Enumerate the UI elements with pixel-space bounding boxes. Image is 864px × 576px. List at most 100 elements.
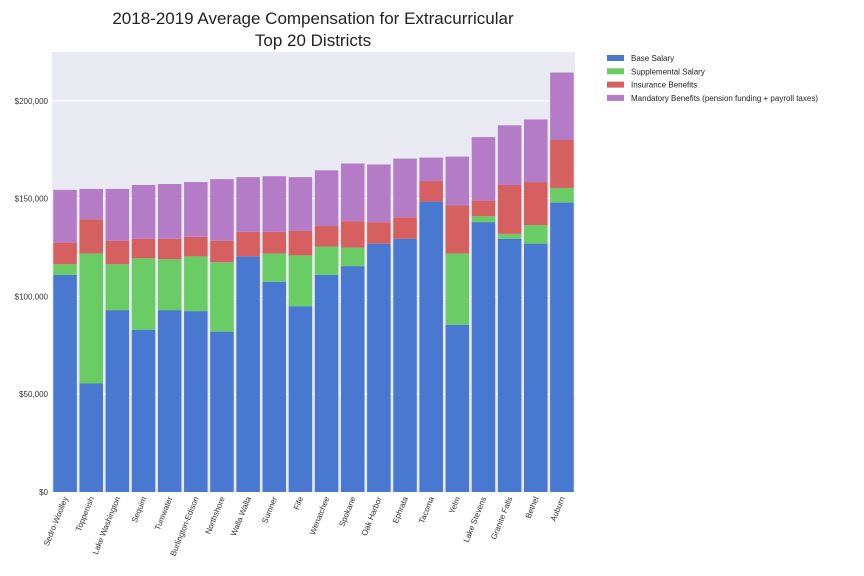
- bar-segment: [184, 311, 208, 492]
- bar-segment: [497, 125, 522, 185]
- bar-segment: [550, 187, 574, 203]
- x-tick-label: Yelm: [447, 495, 462, 515]
- bars: [53, 72, 574, 493]
- x-tick-label: Oak Harbor: [360, 495, 384, 537]
- bar-segment: [262, 253, 287, 282]
- bar-segment: [105, 310, 130, 492]
- bar-segment: [105, 264, 130, 311]
- bar-segment: [445, 205, 470, 254]
- bar-segment: [157, 259, 182, 311]
- legend-swatch: [607, 68, 624, 75]
- bar-segment: [79, 253, 103, 384]
- bar-segment: [105, 240, 130, 265]
- bar-segment: [367, 243, 391, 492]
- chart-title-line1: 2018-2019 Average Compensation for Extra…: [112, 9, 514, 28]
- x-tick-label: Auburn: [549, 495, 567, 522]
- bar-segment: [184, 256, 208, 312]
- bar-segment: [53, 264, 77, 275]
- plot-area: [52, 52, 575, 492]
- bar-segment: [262, 176, 287, 232]
- x-tick-label: Tumwater: [153, 495, 175, 531]
- bar-segment: [53, 189, 77, 243]
- bar-segment: [184, 182, 208, 237]
- x-tick-label: Granite Falls: [489, 495, 514, 540]
- bar-segment: [157, 238, 182, 260]
- bar-segment: [524, 225, 548, 244]
- bar-segment: [497, 238, 522, 492]
- bar-segment: [550, 72, 574, 140]
- legend-entry: Insurance Benefits: [631, 81, 697, 90]
- bar-segment: [210, 179, 234, 241]
- x-tick-label: Wenatchee: [308, 495, 332, 536]
- x-tick-label: Sequim: [130, 495, 149, 524]
- bar-segment: [340, 266, 365, 492]
- bar-segment: [131, 329, 156, 492]
- x-tick-label: Sedro-Woolley: [42, 495, 70, 547]
- legend-swatch: [607, 55, 624, 61]
- bar-segment: [419, 157, 443, 182]
- x-tick-label: Toppenish: [74, 495, 96, 532]
- bar-segment: [367, 164, 391, 223]
- legend-entry: Supplemental Salary: [631, 67, 705, 76]
- y-axis: $0 $50,000 $100,000 $150,000 $200,000: [15, 97, 49, 497]
- bar-segment: [53, 274, 77, 492]
- bar-segment: [105, 188, 130, 241]
- bar-segment: [524, 182, 548, 226]
- bar-segment: [340, 247, 365, 267]
- bar-segment: [53, 242, 77, 265]
- bar-segment: [262, 231, 287, 254]
- bar-segment: [471, 137, 496, 201]
- legend-swatch: [607, 81, 624, 88]
- bar-segment: [445, 253, 470, 325]
- chart-title-line2: Top 20 Districts: [255, 31, 371, 50]
- x-tick-label: Burlington-Edison: [169, 495, 201, 557]
- bar-segment: [236, 256, 260, 492]
- bar-segment: [340, 163, 365, 222]
- bar-segment: [79, 383, 103, 492]
- bar-segment: [419, 201, 443, 492]
- bar-segment: [288, 255, 313, 307]
- y-tick-label: $0: [39, 488, 48, 497]
- bar-segment: [524, 243, 548, 492]
- bar-segment: [367, 222, 391, 244]
- bar-segment: [157, 310, 182, 492]
- bar-segment: [157, 184, 182, 239]
- x-tick-label: Lake Stevens: [462, 495, 489, 543]
- x-tick-label: Sumner: [260, 495, 279, 525]
- bar-segment: [131, 238, 156, 259]
- bar-segment: [471, 222, 496, 492]
- bar-segment: [314, 170, 339, 227]
- bar-segment: [210, 262, 234, 332]
- legend: Base Salary Supplemental Salary Insurance …: [607, 54, 818, 103]
- bar-segment: [550, 202, 574, 493]
- bar-segment: [314, 226, 339, 247]
- x-tick-label: Lake Washington: [91, 495, 122, 555]
- bar-segment: [497, 184, 522, 234]
- bar-segment: [471, 200, 496, 217]
- bar-segment: [131, 258, 156, 330]
- x-tick-label: Spokane: [337, 495, 357, 528]
- legend-swatch: [607, 94, 624, 101]
- bar-segment: [393, 217, 417, 239]
- bar-segment: [550, 140, 574, 188]
- bar-segment: [79, 219, 103, 254]
- bar-segment: [497, 233, 522, 239]
- y-tick-label: $150,000: [15, 195, 49, 204]
- x-tick-label: Northshore: [204, 495, 227, 536]
- x-tick-label: Fife: [292, 495, 306, 511]
- bar-segment: [236, 177, 260, 232]
- x-tick-label: Ephrata: [391, 495, 410, 525]
- bar-segment: [288, 230, 313, 256]
- bar-segment: [314, 274, 339, 492]
- y-tick-label: $100,000: [15, 292, 49, 301]
- bar-segment: [79, 188, 103, 220]
- bar-segment: [340, 221, 365, 248]
- bar-segment: [210, 240, 234, 263]
- y-tick-label: $50,000: [19, 390, 48, 399]
- bar-segment: [288, 177, 313, 231]
- bar-segment: [210, 331, 234, 492]
- bar-segment: [524, 119, 548, 183]
- x-tick-label: Bethel: [524, 495, 541, 520]
